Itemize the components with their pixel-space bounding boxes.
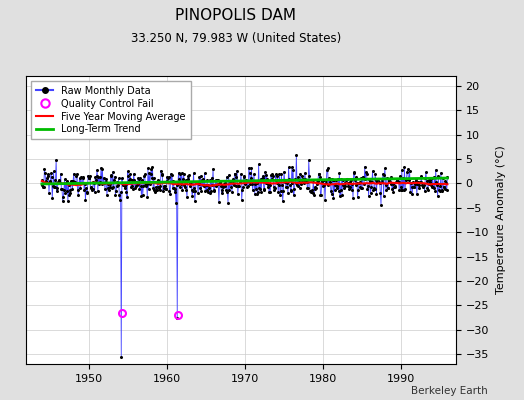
Text: Berkeley Earth: Berkeley Earth <box>411 386 487 396</box>
Legend: Raw Monthly Data, Quality Control Fail, Five Year Moving Average, Long-Term Tren: Raw Monthly Data, Quality Control Fail, … <box>31 81 191 139</box>
Y-axis label: Temperature Anomaly (°C): Temperature Anomaly (°C) <box>496 146 506 294</box>
Text: PINOPOLIS DAM: PINOPOLIS DAM <box>176 8 296 23</box>
Text: 33.250 N, 79.983 W (United States): 33.250 N, 79.983 W (United States) <box>130 32 341 45</box>
